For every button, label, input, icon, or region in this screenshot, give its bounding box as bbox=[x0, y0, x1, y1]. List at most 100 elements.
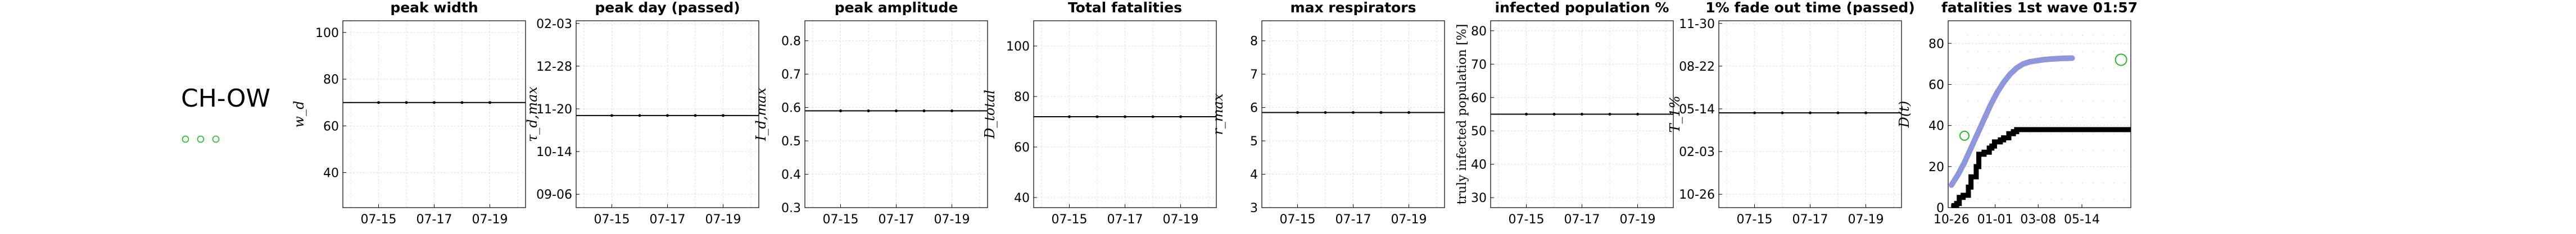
background-dot bbox=[2008, 67, 2011, 69]
background-dot bbox=[2030, 199, 2031, 200]
background-dot bbox=[2081, 199, 2084, 200]
y-tick-label: 02-03 bbox=[536, 17, 572, 31]
background-dot bbox=[1977, 51, 1979, 53]
y-tick-label: 40 bbox=[1014, 191, 1030, 205]
y-tick-label: 11-30 bbox=[1679, 17, 1715, 31]
y-tick-label: 100 bbox=[315, 26, 339, 40]
background-dot bbox=[2092, 182, 2094, 184]
background-dot bbox=[2050, 100, 2052, 102]
y-tick-label: 7 bbox=[1250, 68, 1258, 82]
chart-panel-1: peak width 40 60 80 100 w_d 07-15 07-17 07-19 bbox=[291, 0, 526, 227]
background-dot bbox=[2081, 100, 2084, 102]
y-axis-label: w_d bbox=[291, 101, 307, 128]
background-dot bbox=[1998, 51, 2000, 53]
background-dot bbox=[2092, 149, 2094, 151]
y-tick-label: 11-20 bbox=[536, 103, 572, 117]
background-dot bbox=[2103, 182, 2104, 184]
data-point bbox=[638, 114, 641, 117]
data-point bbox=[1636, 113, 1639, 116]
background-dot bbox=[2113, 51, 2115, 53]
background-dot bbox=[2124, 149, 2125, 151]
y-tick-label: 80 bbox=[1471, 25, 1487, 39]
background-dot bbox=[2019, 149, 2021, 151]
background-dot bbox=[1967, 116, 1969, 118]
background-dot bbox=[2113, 149, 2115, 151]
background-dot bbox=[2019, 51, 2021, 53]
background-dot bbox=[2113, 166, 2115, 168]
chart-panel-5: max respirators 3 4 5 6 7 8 r_max 07-15 07-17 07-1… bbox=[1210, 0, 1445, 227]
y-tick-label: 5 bbox=[1250, 135, 1258, 149]
background-dot bbox=[2113, 133, 2115, 135]
background-dot bbox=[1977, 149, 1979, 151]
background-dot bbox=[1998, 182, 2000, 184]
background-dot bbox=[1988, 116, 1990, 118]
y-tick-label: 12-28 bbox=[536, 60, 572, 74]
background-dot bbox=[2040, 100, 2042, 102]
background-dot bbox=[2061, 149, 2063, 151]
data-point bbox=[722, 114, 725, 117]
background-dot bbox=[1977, 84, 1979, 85]
background-dot bbox=[2081, 67, 2084, 69]
background-dot bbox=[2124, 116, 2125, 118]
background-dot bbox=[1988, 67, 1990, 69]
data-point bbox=[1525, 113, 1528, 116]
background-dot bbox=[2061, 199, 2063, 200]
x-tick-label: 03-08 bbox=[2020, 213, 2056, 227]
background-dot bbox=[1967, 166, 1969, 168]
background-dot bbox=[2019, 34, 2021, 36]
x-tick-label: 01-01 bbox=[1977, 213, 2013, 227]
background-dot bbox=[2040, 116, 2042, 118]
background-dot bbox=[2103, 67, 2104, 69]
chart-panel-7: 1% fade out time (passed) 10-26 02-03 05-14… bbox=[1667, 0, 1915, 227]
chart-panel-4: Total fatalities 40 60 80 100 D_total 07-15 07-… bbox=[982, 0, 1217, 227]
region-markers bbox=[182, 135, 220, 143]
background-dot bbox=[1998, 199, 2000, 200]
background-dot bbox=[2019, 116, 2021, 118]
y-tick-label: 100 bbox=[1006, 40, 1030, 54]
y-axis-label: truly infected population [%] bbox=[1455, 24, 1469, 205]
x-tick-label: 07-17 bbox=[650, 213, 686, 227]
y-tick-label: 60 bbox=[1471, 91, 1487, 105]
background-dot bbox=[1977, 100, 1979, 102]
data-point bbox=[1179, 115, 1182, 118]
y-tick-label: 0.7 bbox=[781, 68, 801, 82]
background-dot bbox=[2081, 133, 2084, 135]
background-dot bbox=[2113, 116, 2115, 118]
background-dot bbox=[1977, 116, 1979, 118]
x-tick-label: 07-15 bbox=[823, 213, 859, 227]
x-tick-label: 10-26 bbox=[1934, 213, 1970, 227]
background-dot bbox=[2030, 67, 2031, 69]
background-dot bbox=[2008, 51, 2011, 53]
background-dot bbox=[2008, 100, 2011, 102]
background-dot bbox=[2040, 166, 2042, 168]
background-dot bbox=[2092, 34, 2094, 36]
background-dot bbox=[2071, 67, 2073, 69]
x-tick-label: 07-17 bbox=[1564, 213, 1600, 227]
background-dot bbox=[2081, 34, 2084, 36]
data-point bbox=[867, 109, 870, 113]
background-dot bbox=[2103, 84, 2104, 85]
background-dot bbox=[2050, 51, 2052, 53]
region-marker bbox=[212, 135, 220, 143]
background-dot bbox=[2092, 166, 2094, 168]
background-dot bbox=[2092, 100, 2094, 102]
x-tick-label: 07-19 bbox=[1391, 213, 1427, 227]
observed-series bbox=[1951, 127, 2131, 208]
data-point bbox=[1124, 115, 1126, 118]
y-axis-label: D_total bbox=[982, 90, 998, 139]
background-dot bbox=[2103, 116, 2104, 118]
background-dot bbox=[2103, 100, 2104, 102]
highlight-marker bbox=[1959, 130, 1970, 141]
background-dot bbox=[2124, 100, 2125, 102]
background-dot bbox=[2040, 182, 2042, 184]
data-point bbox=[1407, 111, 1410, 114]
background-dot bbox=[2061, 84, 2063, 85]
y-tick-label: 80 bbox=[1014, 90, 1030, 104]
y-tick-label: 0.8 bbox=[781, 35, 801, 49]
y-tick-label: 08-22 bbox=[1679, 60, 1715, 74]
background-dot bbox=[1988, 166, 1990, 168]
background-dot bbox=[2124, 84, 2125, 85]
background-dot bbox=[2008, 166, 2011, 168]
